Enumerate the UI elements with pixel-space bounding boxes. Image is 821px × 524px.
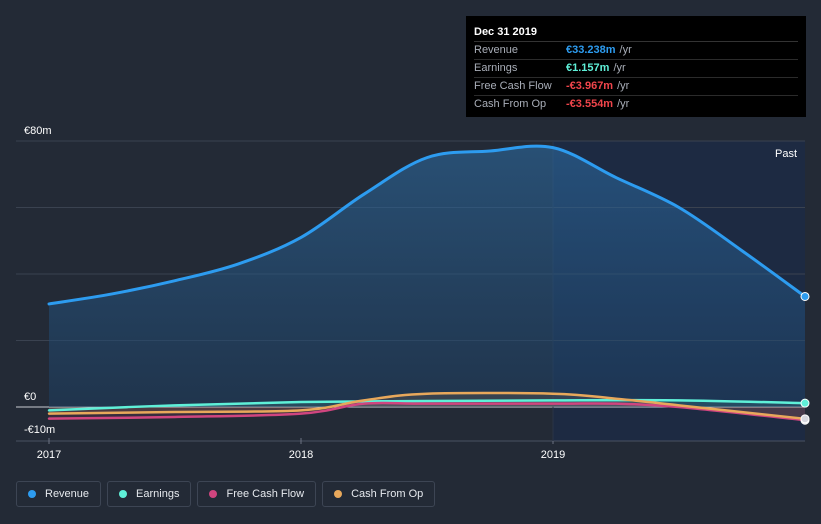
tooltip-unit: /yr	[617, 80, 630, 92]
tooltip-label: Revenue	[474, 44, 519, 56]
legend-item-cash-from-op[interactable]: Cash From Op	[322, 481, 436, 507]
legend-label: Earnings	[136, 488, 180, 500]
legend-dot-icon	[209, 490, 218, 498]
tooltip-label: Earnings	[474, 62, 518, 74]
x-tick-label: 2018	[289, 449, 313, 461]
tooltip-value: €33.238m	[566, 44, 616, 56]
legend-label: Cash From Op	[351, 488, 424, 500]
legend: Revenue Earnings Free Cash Flow Cash Fro…	[16, 481, 436, 507]
earnings-line	[47, 398, 807, 412]
y-tick-label: €0	[24, 391, 36, 403]
revenue-line	[47, 144, 807, 306]
free-cash-flow-line	[47, 401, 807, 422]
legend-item-free-cash-flow[interactable]: Free Cash Flow	[197, 481, 317, 507]
tooltip-row-revenue: Revenue €33.238m /yr	[474, 42, 798, 60]
legend-item-revenue[interactable]: Revenue	[16, 481, 102, 507]
tooltip-row-cash-from-op: Cash From Op -€3.554m /yr	[474, 96, 798, 113]
tooltip-date: Dec 31 2019	[474, 25, 798, 42]
tooltip: Dec 31 2019 Revenue €33.238m /yr Earning…	[466, 16, 806, 117]
tooltip-label: Free Cash Flow	[474, 80, 552, 92]
legend-label: Free Cash Flow	[226, 488, 305, 500]
cash-from-op-line	[47, 391, 807, 421]
tooltip-unit: /yr	[613, 62, 626, 74]
earnings-end-point	[800, 398, 810, 408]
cash-from-op-end-point	[800, 414, 810, 424]
revenue-area	[49, 146, 805, 408]
tooltip-row-earnings: Earnings €1.157m /yr	[474, 60, 798, 78]
tooltip-value: -€3.554m	[566, 98, 614, 110]
tooltip-value: €1.157m	[566, 62, 610, 74]
legend-label: Revenue	[45, 488, 90, 500]
tooltip-unit: /yr	[619, 44, 632, 56]
revenue-end-point	[800, 291, 810, 301]
legend-item-earnings[interactable]: Earnings	[107, 481, 192, 507]
y-tick-label: -€10m	[24, 424, 55, 436]
x-tick-label: 2017	[37, 449, 61, 461]
tooltip-label: Cash From Op	[474, 98, 547, 110]
legend-dot-icon	[334, 490, 343, 498]
x-tick-label: 2019	[541, 449, 565, 461]
legend-dot-icon	[119, 490, 128, 498]
y-tick-label: €80m	[24, 125, 52, 137]
tooltip-unit: /yr	[617, 98, 630, 110]
legend-dot-icon	[28, 490, 36, 498]
tooltip-value: -€3.967m	[566, 80, 614, 92]
past-label: Past	[775, 148, 797, 160]
tooltip-row-free-cash-flow: Free Cash Flow -€3.967m /yr	[474, 78, 798, 96]
